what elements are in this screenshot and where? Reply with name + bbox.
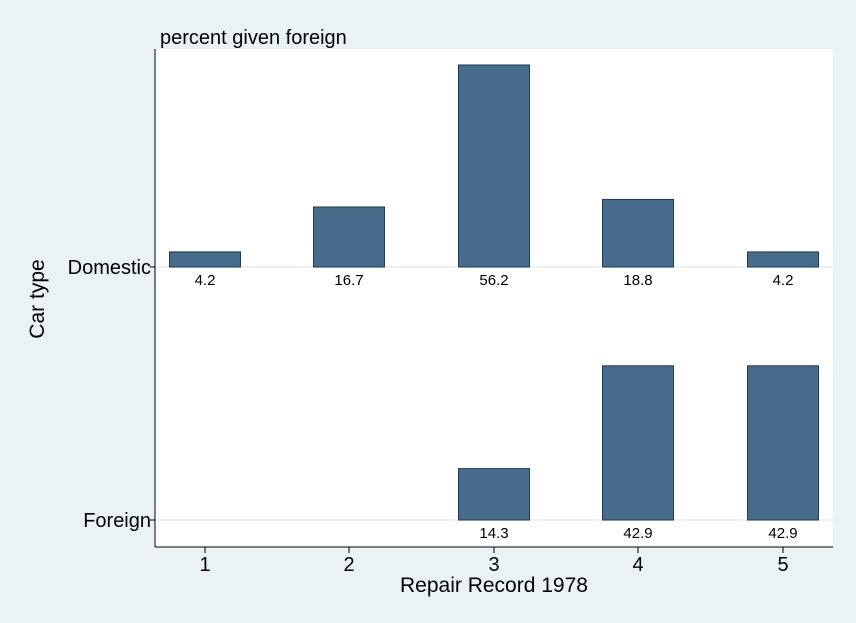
- bar-domestic-3: [458, 64, 530, 268]
- bar-foreign-4: [602, 365, 674, 521]
- bar-foreign-3: [458, 468, 530, 521]
- x-tick-label-5: 5: [777, 554, 788, 576]
- bar-domestic-4: [602, 198, 674, 268]
- data-label-domestic-3: 56.2: [479, 272, 508, 289]
- bar-domestic-5: [747, 251, 819, 268]
- x-tick-label-4: 4: [632, 554, 643, 576]
- y-axis-label: Car type: [26, 259, 49, 338]
- bar-domestic-2: [313, 206, 385, 268]
- y-tick-label-foreign: Foreign: [83, 510, 151, 532]
- data-label-foreign-5: 42.9: [768, 525, 797, 542]
- data-label-domestic-1: 4.2: [195, 272, 216, 289]
- data-label-domestic-5: 4.2: [773, 272, 794, 289]
- x-tick-label-2: 2: [343, 554, 354, 576]
- x-tick-label-1: 1: [199, 554, 210, 576]
- x-axis-label: Repair Record 1978: [400, 574, 588, 597]
- data-label-domestic-4: 18.8: [623, 272, 652, 289]
- bar-foreign-5: [747, 365, 819, 521]
- y-tick-label-domestic: Domestic: [68, 257, 151, 279]
- chart-title: percent given foreign: [160, 27, 347, 49]
- x-tick-label-3: 3: [488, 554, 499, 576]
- data-label-foreign-3: 14.3: [479, 525, 508, 542]
- data-label-domestic-2: 16.7: [334, 272, 363, 289]
- bar-domestic-1: [169, 251, 241, 268]
- data-label-foreign-4: 42.9: [623, 525, 652, 542]
